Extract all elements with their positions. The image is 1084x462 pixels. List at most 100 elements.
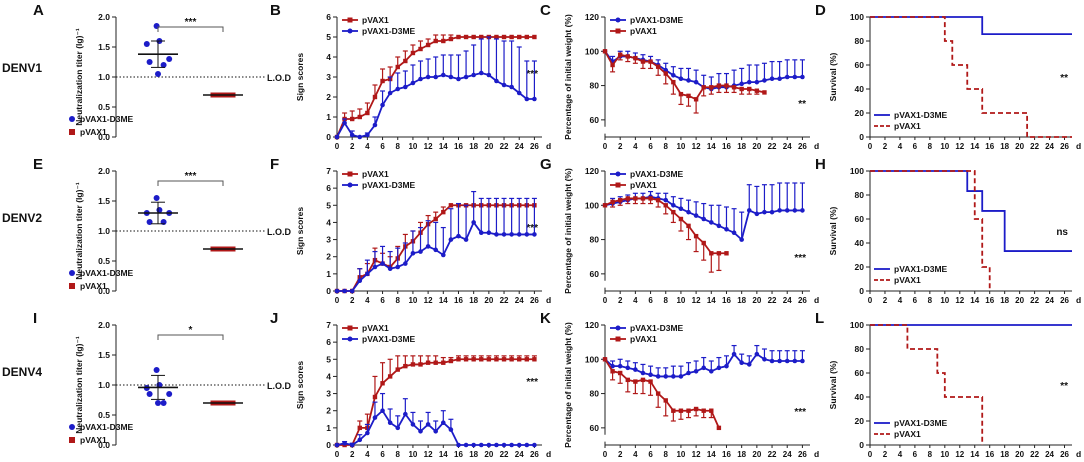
data-point bbox=[395, 64, 400, 70]
data-point bbox=[410, 50, 416, 56]
data-point bbox=[716, 365, 722, 371]
data-point bbox=[709, 251, 714, 256]
significance-label: ns bbox=[1056, 227, 1068, 238]
data-point bbox=[716, 425, 722, 431]
legend-marker bbox=[69, 424, 75, 430]
data-point bbox=[372, 122, 378, 128]
y-tick-label: 6 bbox=[326, 183, 331, 193]
x-unit-label: d bbox=[1076, 141, 1081, 151]
data-point bbox=[769, 358, 775, 364]
y-axis-label: Sign scores bbox=[295, 207, 305, 255]
data-point bbox=[365, 271, 370, 277]
panel-e: E Neutralization titer (lg)⁻¹ 0.0 0.5 1.0 1.5… bbox=[33, 156, 291, 296]
data-point bbox=[640, 59, 646, 64]
panel-letter: K bbox=[540, 310, 551, 327]
data-point bbox=[524, 34, 530, 40]
x-tick-label: 4 bbox=[365, 450, 370, 459]
data-point bbox=[708, 368, 714, 374]
panel-letter: I bbox=[33, 310, 37, 327]
x-unit-label: d bbox=[814, 295, 819, 305]
y-tick-label: 4 bbox=[326, 371, 331, 381]
data-point bbox=[617, 370, 623, 376]
x-tick-label: 26 bbox=[530, 450, 539, 459]
legend-label: pVAX1-D3ME bbox=[630, 169, 684, 179]
x-tick-label: 14 bbox=[439, 296, 448, 305]
data-point bbox=[441, 209, 446, 215]
legend-label: pVAX1-D3ME bbox=[894, 418, 948, 428]
y-tick-label: 0 bbox=[326, 132, 331, 142]
data-point bbox=[365, 430, 370, 436]
data-point bbox=[410, 250, 416, 256]
legend-label: pVAX1 bbox=[362, 323, 389, 333]
data-point bbox=[655, 64, 661, 69]
legend-marker bbox=[69, 283, 75, 289]
data-point bbox=[334, 134, 340, 140]
x-tick-label: 24 bbox=[515, 142, 524, 151]
data-point bbox=[784, 208, 790, 213]
data-point bbox=[701, 216, 707, 222]
data-point bbox=[640, 377, 646, 383]
data-point bbox=[648, 379, 653, 384]
data-point bbox=[739, 237, 744, 242]
x-tick-label: 0 bbox=[335, 296, 340, 305]
data-point bbox=[633, 196, 638, 201]
panel-i: I Neutralization titer (lg)⁻¹ 0.0 0.5 1.0 1.5… bbox=[33, 310, 291, 450]
data-point bbox=[463, 357, 469, 362]
lod-label: L.O.D bbox=[267, 227, 291, 237]
y-tick-label: 80 bbox=[855, 190, 865, 200]
data-point bbox=[357, 134, 363, 140]
x-tick-label: 4 bbox=[898, 296, 903, 305]
data-point bbox=[395, 367, 400, 372]
data-point bbox=[724, 226, 729, 232]
y-tick-label: 1.5 bbox=[98, 350, 110, 360]
data-point bbox=[357, 114, 362, 120]
data-point bbox=[380, 102, 385, 108]
x-tick-label: 14 bbox=[707, 142, 716, 151]
legend-label: pVAX1 bbox=[362, 15, 389, 25]
data-point bbox=[686, 408, 691, 413]
data-point bbox=[494, 232, 499, 237]
x-tick-label: 24 bbox=[1045, 296, 1054, 305]
y-tick-label: 120 bbox=[585, 12, 599, 22]
data-point bbox=[777, 358, 782, 364]
data-point bbox=[471, 72, 476, 78]
x-tick-label: 22 bbox=[500, 296, 509, 305]
y-axis-label: Survival (%) bbox=[828, 361, 838, 410]
significance-label: *** bbox=[526, 223, 538, 234]
y-tick-label: 6 bbox=[326, 12, 331, 22]
x-unit-label: d bbox=[1076, 449, 1081, 459]
data-point bbox=[456, 233, 461, 239]
x-tick-label: 26 bbox=[798, 142, 807, 151]
data-point bbox=[478, 70, 484, 76]
y-axis-label: Neutralization titer (lg)⁻¹ bbox=[74, 336, 84, 434]
x-tick-label: 24 bbox=[783, 450, 792, 459]
significance-label: *** bbox=[794, 407, 806, 418]
data-point bbox=[160, 400, 167, 406]
data-point bbox=[693, 368, 699, 374]
x-tick-label: 0 bbox=[868, 142, 873, 151]
legend-label: pVAX1-D3ME bbox=[630, 15, 684, 25]
y-tick-label: 5 bbox=[326, 200, 331, 210]
x-tick-label: 2 bbox=[350, 142, 355, 151]
data-point bbox=[602, 357, 608, 362]
x-tick-label: 2 bbox=[618, 296, 623, 305]
x-tick-label: 20 bbox=[752, 142, 761, 151]
data-point bbox=[410, 422, 416, 427]
data-point bbox=[501, 442, 507, 448]
row-label-denv2: DENV2 bbox=[2, 211, 43, 225]
legend-label: pVAX1 bbox=[80, 127, 107, 137]
x-tick-label: 0 bbox=[603, 296, 608, 305]
x-tick-label: 6 bbox=[380, 142, 385, 151]
legend-label: pVAX1-D3ME bbox=[362, 26, 416, 36]
x-tick-label: 6 bbox=[913, 142, 918, 151]
x-tick-label: 20 bbox=[484, 142, 493, 151]
y-tick-label: 60 bbox=[855, 60, 865, 70]
data-point bbox=[633, 379, 638, 384]
data-point bbox=[724, 83, 729, 88]
y-axis-label: Percentage of initial weight (%) bbox=[563, 168, 573, 294]
y-tick-label: 40 bbox=[855, 238, 865, 248]
legend-label: pVAX1 bbox=[894, 121, 921, 131]
